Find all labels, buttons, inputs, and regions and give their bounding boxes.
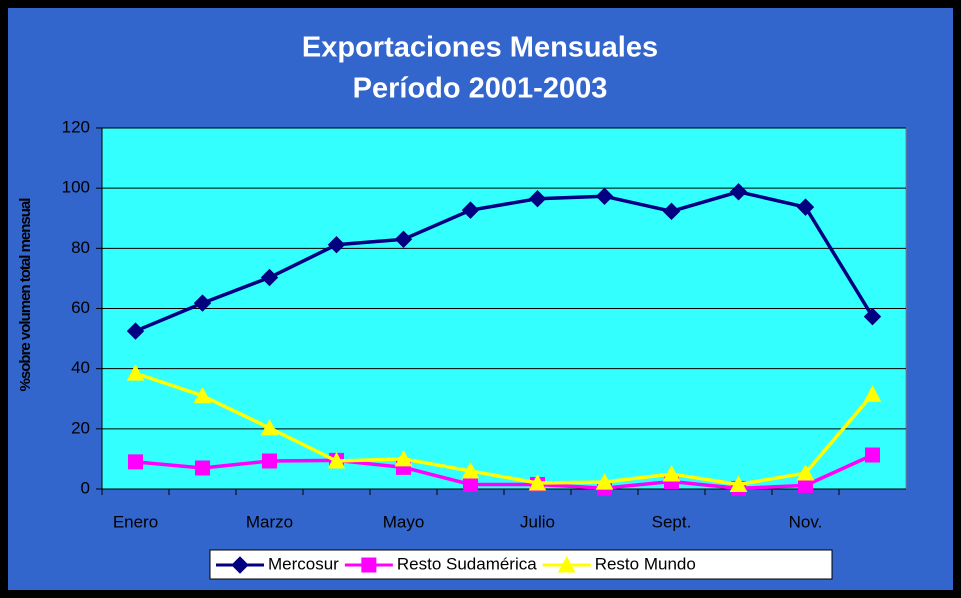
point <box>863 385 882 402</box>
y-tick-label: 100 <box>62 178 90 197</box>
point <box>865 447 880 463</box>
point <box>595 187 614 205</box>
series-line <box>134 371 874 487</box>
x-tick-label: Mayo <box>383 512 425 531</box>
x-tick-label: Sept. <box>652 512 692 531</box>
point <box>662 202 681 221</box>
point <box>729 475 748 492</box>
x-tick-label: Marzo <box>246 512 293 531</box>
y-tick-label: 0 <box>81 478 90 497</box>
legend-marker <box>361 557 377 573</box>
point <box>327 451 346 469</box>
point <box>461 461 480 479</box>
legend-marker <box>231 556 249 574</box>
point <box>262 453 277 469</box>
chart-subtitle: Período 2001-2003 <box>353 73 608 105</box>
legend-marker <box>557 555 576 573</box>
point <box>461 201 480 219</box>
series-line <box>135 453 874 491</box>
y-tick-label: 20 <box>71 418 90 437</box>
x-tick-label: Julio <box>520 512 555 531</box>
point <box>729 183 748 201</box>
point <box>195 460 210 476</box>
legend-box <box>209 549 833 580</box>
point <box>394 449 413 467</box>
y-tick-label: 60 <box>71 298 90 317</box>
legend-label: Resto Sudamérica <box>397 554 537 573</box>
legend-label: Resto Mundo <box>595 554 696 573</box>
point <box>528 473 547 491</box>
point <box>126 322 145 340</box>
point <box>796 463 815 481</box>
point <box>260 418 279 436</box>
point <box>260 268 279 287</box>
x-tick-label: Enero <box>113 512 158 531</box>
point <box>863 307 882 326</box>
y-tick-label: 120 <box>62 117 90 136</box>
point <box>595 473 614 490</box>
point <box>394 230 413 249</box>
point <box>128 454 143 470</box>
point <box>327 236 346 254</box>
point <box>662 464 681 482</box>
x-tick-label: Nov. <box>789 512 823 531</box>
y-axis-label: %sobre volumen total mensual <box>17 198 34 392</box>
chart-title: Exportaciones Mensuales <box>302 32 658 64</box>
point <box>193 294 212 312</box>
point <box>528 189 547 208</box>
point <box>463 476 478 492</box>
legend-label: Mercosur <box>268 554 339 573</box>
y-tick-label: 80 <box>71 238 90 257</box>
point <box>126 364 145 381</box>
point <box>796 198 815 216</box>
y-tick-label: 40 <box>71 358 90 377</box>
point <box>193 386 212 404</box>
series-line <box>134 189 874 333</box>
